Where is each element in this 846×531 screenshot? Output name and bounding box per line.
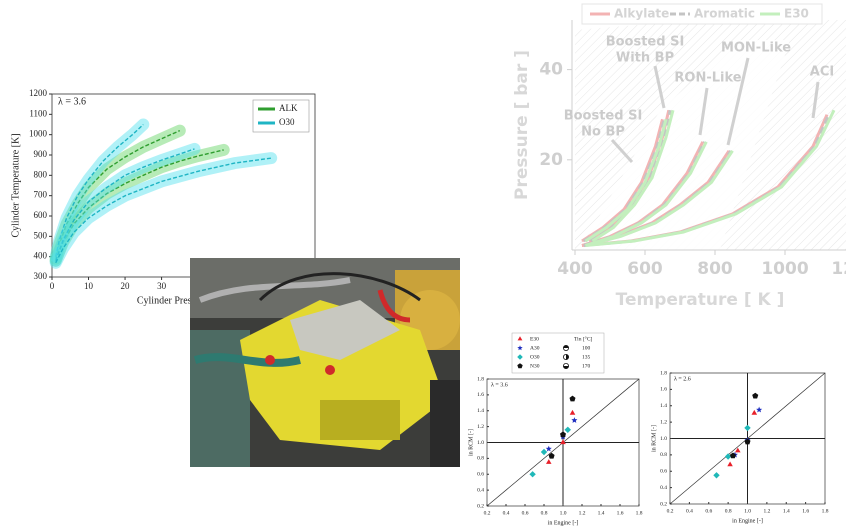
x-tick-label: 1.6: [617, 510, 624, 516]
y-tick-label: 1.8: [660, 370, 667, 376]
engine-photo: [190, 258, 460, 467]
x-tick-label: 1.8: [822, 508, 829, 514]
y-axis-label: in RCM [-]: [651, 425, 657, 452]
x-tick-label: 0.4: [686, 508, 693, 514]
y-tick-label: 300: [34, 271, 48, 281]
annotation: ACI: [810, 65, 834, 80]
y-tick-label: 1200: [29, 88, 48, 98]
legend-label: O30: [530, 354, 540, 360]
y-tick-label: 800: [34, 169, 48, 179]
annotation: Boosted SI: [606, 35, 685, 50]
y-axis-label: in RCM [-]: [468, 429, 474, 456]
x-tick-label: 0.2: [667, 508, 674, 514]
y-tick-label: 500: [34, 230, 48, 240]
annotation: No BP: [581, 125, 625, 140]
x-tick-label: 0.8: [725, 508, 732, 514]
page: {"chart_data":[ {"type":"line","annotati…: [0, 0, 846, 531]
x-tick-label: 1200: [831, 259, 846, 279]
annotation: RON-Like: [674, 71, 741, 86]
y-tick-label: 1.6: [660, 387, 667, 393]
legend-label: E30: [784, 7, 809, 21]
x-tick-label: 1.2: [579, 510, 586, 516]
y-tick-label: 1.2: [660, 419, 667, 425]
x-tick-label: 800: [697, 259, 733, 279]
y-tick-label: 0.6: [660, 469, 667, 475]
x-tick-label: 1.4: [783, 508, 790, 514]
x-tick-label: 1.4: [598, 510, 605, 516]
y-tick-label: 0.6: [477, 472, 484, 478]
x-tick-label: 0.4: [503, 510, 510, 516]
x-tick-label: 600: [627, 259, 663, 279]
legend-label: 170: [582, 363, 591, 369]
y-tick-label: 40: [539, 60, 563, 80]
x-tick-label: 10: [84, 281, 94, 291]
over-layer: 20 40 400 600 800 1000 1200 Temperature [ K ] Pr…: [468, 4, 846, 526]
y-tick-label: 0.2: [477, 503, 484, 509]
y-tick-label: 0.2: [660, 501, 667, 507]
annotation: With BP: [616, 51, 674, 66]
legend-title: Tin [°C]: [574, 335, 593, 342]
annotation: λ = 3.6: [58, 96, 86, 107]
x-tick-label: 0.2: [484, 510, 491, 516]
y-tick-label: 0.8: [477, 456, 484, 462]
y-tick-label: 1.6: [477, 392, 484, 398]
x-axis-label: in Engine [-]: [548, 520, 579, 526]
x-tick-label: 400: [557, 259, 593, 279]
x-tick-label: 1.0: [744, 508, 751, 514]
y-tick-label: 0.4: [660, 485, 667, 491]
x-tick-label: 30: [157, 281, 167, 291]
legend-label: Aromatic: [694, 7, 755, 21]
annotation: MON-Like: [721, 41, 791, 56]
y-tick-label: 900: [34, 149, 48, 159]
x-tick-label: 20: [121, 281, 131, 291]
legend-label: E30: [530, 336, 539, 342]
x-tick-label: 1.0: [560, 510, 567, 516]
y-tick-label: 1.4: [477, 408, 484, 414]
x-tick-label: 0.6: [522, 510, 529, 516]
x-tick-label: 0.8: [541, 510, 548, 516]
x-tick-label: 0: [50, 281, 55, 291]
annotation: λ = 3.6: [491, 382, 508, 388]
legend-label: Alkylate: [614, 7, 669, 21]
y-tick-label: 1.8: [477, 376, 484, 382]
legend-label: 135: [582, 354, 591, 360]
y-axis-label: Pressure [ bar ]: [512, 50, 532, 200]
annotation: λ = 2.6: [674, 376, 691, 382]
y-tick-label: 1.0: [660, 436, 667, 442]
annotation: Boosted SI: [564, 109, 643, 124]
x-axis-label: Temperature [ K ]: [616, 290, 785, 310]
y-axis-label: Cylinder Temperature [K]: [10, 133, 21, 237]
legend-label: A30: [530, 345, 540, 351]
y-tick-label: 1.4: [660, 403, 667, 409]
x-tick-label: 1.8: [636, 510, 643, 516]
x-tick-label: 1.2: [763, 508, 770, 514]
y-tick-label: 400: [34, 251, 48, 261]
y-tick-label: 600: [34, 210, 48, 220]
collage: 300 400 500 600 700 800 900 1000 1100 1200 0 10 20 30…: [0, 0, 846, 531]
y-tick-label: 20: [539, 150, 563, 170]
legend-label: ALK: [279, 103, 298, 113]
y-tick-label: 1.2: [477, 424, 484, 430]
x-tick-label: 0.6: [705, 508, 712, 514]
y-tick-label: 700: [34, 190, 48, 200]
x-tick-label: 1000: [761, 259, 808, 279]
y-tick-label: 1000: [29, 129, 48, 139]
x-axis-label: in Engine [-]: [732, 518, 763, 524]
y-tick-label: 1.0: [477, 440, 484, 446]
y-tick-label: 1100: [29, 108, 47, 118]
legend-label: O30: [279, 117, 295, 127]
legend-label: N30: [530, 363, 540, 369]
x-tick-label: 1.6: [802, 508, 809, 514]
y-tick-label: 0.4: [477, 487, 484, 493]
y-tick-label: 0.8: [660, 452, 667, 458]
legend-label: 100: [582, 345, 591, 351]
